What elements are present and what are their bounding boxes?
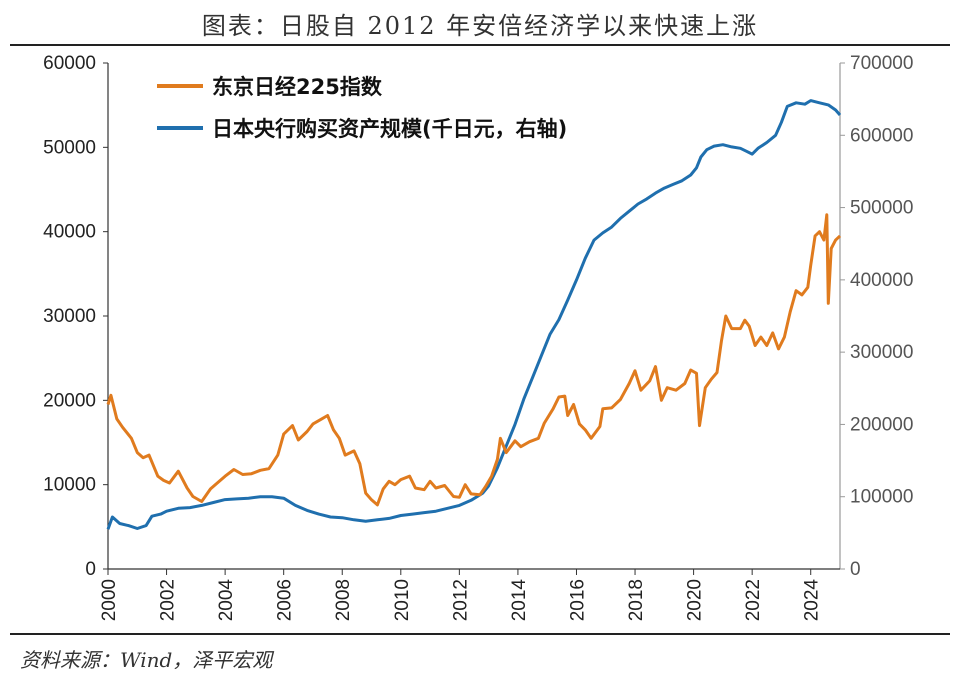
- x-tick-label: 2014: [509, 579, 530, 622]
- right-tick-label: 100000: [850, 487, 913, 508]
- x-tick-label: 2012: [450, 579, 471, 621]
- left-tick-label: 60000: [43, 53, 96, 74]
- source-note: 资料来源：Wind，泽平宏观: [20, 648, 273, 672]
- x-tick-label: 2020: [685, 579, 706, 621]
- legend: 东京日经225指数 日本央行购买资产规模(千日元，右轴): [157, 75, 567, 141]
- left-tick-label: 40000: [43, 222, 96, 243]
- axes: 0100002000030000400005000060000010000020…: [43, 53, 913, 621]
- x-tick-label: 2004: [216, 579, 237, 622]
- x-tick-label: 2018: [626, 579, 647, 621]
- left-tick-label: 10000: [43, 475, 96, 496]
- series-layer: [106, 99, 842, 530]
- series-line-boj-assets: [106, 99, 842, 530]
- legend-label-boj: 日本央行购买资产规模(千日元，右轴): [212, 117, 567, 141]
- x-tick-label: 2000: [99, 579, 120, 621]
- x-tick-label: 2024: [802, 579, 823, 622]
- x-tick-label: 2006: [275, 579, 296, 621]
- right-tick-label: 400000: [850, 270, 913, 291]
- left-tick-label: 50000: [43, 137, 96, 158]
- right-tick-label: 700000: [850, 53, 913, 74]
- x-tick-label: 2010: [392, 579, 413, 621]
- series-line-nikkei225: [106, 213, 842, 507]
- left-tick-label: 30000: [43, 306, 96, 327]
- right-tick-label: 500000: [850, 198, 913, 219]
- right-tick-label: 0: [850, 559, 861, 580]
- x-tick-label: 2022: [743, 579, 764, 621]
- left-tick-label: 20000: [43, 390, 96, 411]
- x-tick-label: 2008: [333, 579, 354, 621]
- right-tick-label: 200000: [850, 414, 913, 435]
- legend-label-nikkei: 东京日经225指数: [212, 75, 383, 99]
- x-tick-label: 2002: [158, 579, 179, 621]
- left-tick-label: 0: [85, 559, 96, 580]
- right-tick-label: 600000: [850, 125, 913, 146]
- right-tick-label: 300000: [850, 342, 913, 363]
- top-rule: [10, 44, 950, 46]
- x-tick-label: 2016: [567, 579, 588, 621]
- bottom-rule: [10, 633, 950, 635]
- chart-title: 图表：日股自 2012 年安倍经济学以来快速上涨: [201, 12, 759, 40]
